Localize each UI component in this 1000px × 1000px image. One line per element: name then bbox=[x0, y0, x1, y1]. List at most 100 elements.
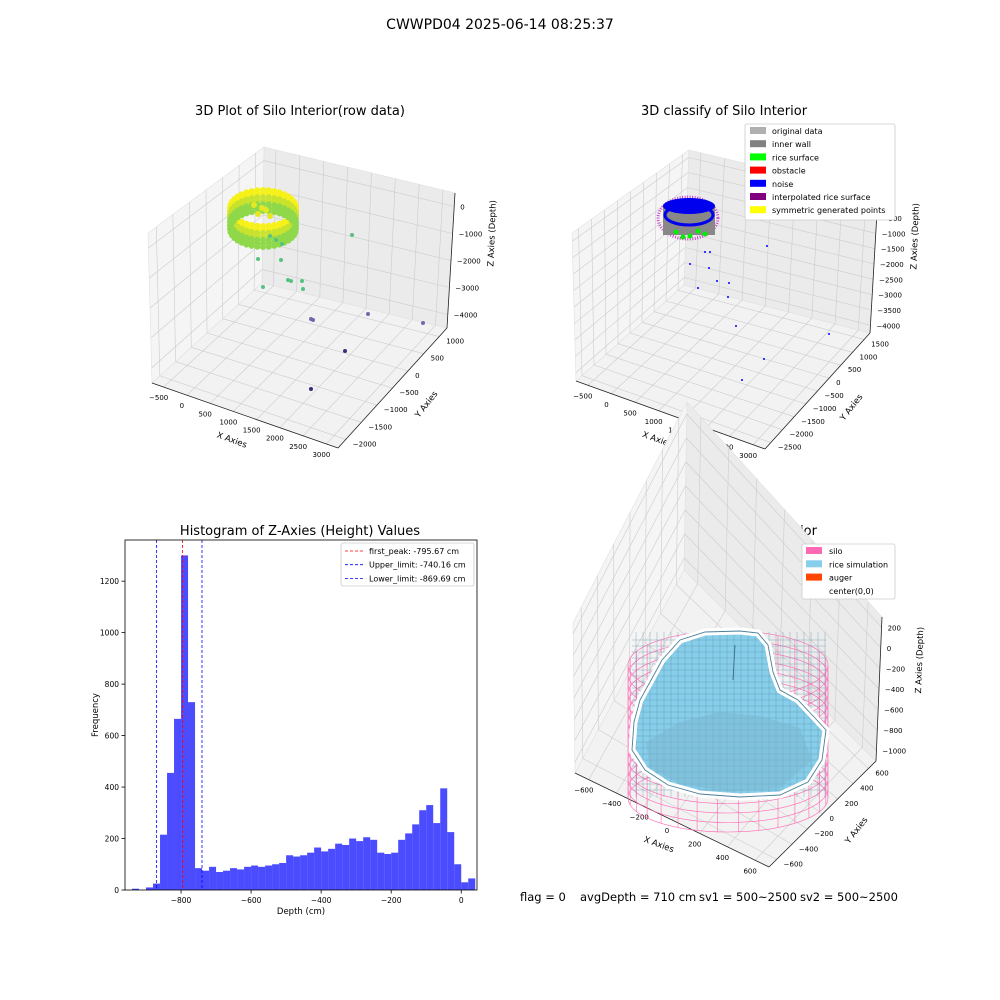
simulation-y-tick-label: 0 bbox=[830, 815, 834, 823]
classify-z-tick-label: −2500 bbox=[879, 276, 903, 284]
raw-y-tick-label: −1500 bbox=[368, 423, 392, 431]
histogram-bar bbox=[349, 838, 357, 890]
classify-rice-surface-point bbox=[702, 231, 708, 237]
raw-x-tick-label: 2000 bbox=[266, 435, 284, 443]
raw-x-tick-label: 3000 bbox=[312, 451, 330, 459]
raw-y-axis-line bbox=[337, 327, 448, 449]
simulation-legend-label: center(0,0) bbox=[829, 587, 874, 596]
histogram-bar bbox=[300, 855, 308, 890]
classify-gridline bbox=[629, 332, 818, 392]
raw-data-point bbox=[267, 213, 273, 219]
histogram-title: Histogram of Z-Axies (Height) Values bbox=[179, 524, 421, 539]
classify-gridline bbox=[575, 277, 685, 374]
classify-x-tick-label: 500 bbox=[623, 409, 636, 417]
classify-gridline bbox=[653, 311, 841, 366]
classify-plot-title: 3D classify of Silo Interior bbox=[640, 104, 808, 119]
simulation-rice-outline bbox=[631, 630, 827, 798]
histogram-bar bbox=[237, 869, 245, 890]
classify-noise-ring bbox=[663, 203, 715, 227]
classify-y-tick-label: 500 bbox=[848, 366, 861, 374]
simulation-gridline bbox=[684, 557, 877, 751]
raw-plot-title: 3D Plot of Silo Interior(row data) bbox=[195, 104, 405, 119]
histogram-x-tick-label: −400 bbox=[311, 896, 332, 905]
simulation-x-tick-label: 200 bbox=[688, 840, 701, 848]
simulation-x-tick-label: −200 bbox=[630, 814, 649, 822]
classify-noise-point bbox=[763, 358, 765, 360]
classify-z-tick-label: −4000 bbox=[876, 322, 900, 330]
classify-legend: original data inner wall rice surface obsta… bbox=[744, 123, 896, 221]
simulation-legend: silo rice simulation auger center(0,0) bbox=[801, 543, 896, 600]
classify-gridline bbox=[685, 247, 873, 295]
classify-3d-plot: −500050010001500200025003000−2500−2000−1… bbox=[571, 123, 922, 460]
classify-gridline bbox=[684, 262, 872, 311]
raw-x-tick-label: 1500 bbox=[243, 427, 261, 435]
simulation-y-axis-label: Y Axies bbox=[843, 815, 871, 847]
raw-data-point bbox=[243, 241, 250, 248]
raw-data-point bbox=[248, 209, 255, 216]
classify-rice-surface-point bbox=[673, 229, 679, 235]
histogram-y-axis-label: Frequency bbox=[91, 693, 101, 737]
classify-noise-point bbox=[741, 379, 743, 381]
histogram-bar bbox=[461, 882, 469, 890]
simulation-x-axis-line bbox=[574, 772, 770, 868]
histogram-bar bbox=[286, 855, 294, 890]
histogram-bar bbox=[426, 805, 434, 890]
classify-legend-label: interpolated rice surface bbox=[772, 193, 870, 202]
classify-y-tick-label: −2500 bbox=[778, 444, 802, 452]
simulation-z-tick-label: 0 bbox=[887, 645, 891, 653]
raw-data-point bbox=[274, 238, 278, 242]
classify-x-tick-label: 1000 bbox=[645, 418, 663, 426]
histogram-bar bbox=[132, 888, 139, 890]
simulation-gridline bbox=[573, 485, 686, 699]
raw-gridline bbox=[238, 304, 424, 355]
simulation-z-axis-line bbox=[875, 616, 883, 762]
classify-noise-point bbox=[735, 325, 737, 327]
classify-z-tick-label: −3000 bbox=[878, 292, 902, 300]
simulation-y-axis-line bbox=[768, 760, 877, 868]
histogram-bar bbox=[468, 878, 476, 890]
raw-gridline bbox=[151, 269, 263, 369]
histogram-y-tick-label: 400 bbox=[105, 783, 120, 792]
classify-y-tick-label: 0 bbox=[836, 379, 840, 387]
histogram-bar bbox=[188, 702, 196, 890]
classify-legend-label: noise bbox=[772, 180, 793, 189]
classify-gridline bbox=[572, 172, 689, 258]
classify-y-tick-label: −500 bbox=[825, 392, 844, 400]
raw-data-point bbox=[276, 210, 283, 217]
histogram-bar bbox=[419, 810, 427, 890]
raw-data-point bbox=[301, 287, 305, 291]
histogram-y-tick-label: 1200 bbox=[100, 577, 119, 586]
histogram-bar bbox=[160, 834, 168, 890]
simulation-z-tick-label: 200 bbox=[888, 624, 901, 632]
raw-z-tick-label: 0 bbox=[460, 204, 464, 212]
histogram-legend-label: first_peak: -795.67 cm bbox=[369, 547, 459, 556]
simulation-legend-swatch bbox=[806, 573, 822, 581]
classify-gridline bbox=[617, 343, 806, 405]
classify-x-axis-line bbox=[575, 380, 766, 450]
classify-legend-label: inner wall bbox=[772, 140, 811, 149]
histogram-y-tick-label: 800 bbox=[105, 680, 120, 689]
raw-z-tick-label: −2000 bbox=[457, 258, 481, 266]
classify-y-tick-label: −2000 bbox=[790, 431, 814, 439]
raw-data-point bbox=[350, 233, 354, 237]
simulation-rice-shade bbox=[646, 712, 812, 792]
raw-data-point bbox=[271, 242, 278, 249]
raw-z-tick-label: −4000 bbox=[454, 312, 478, 320]
histogram-bar bbox=[454, 864, 462, 890]
histogram-bar bbox=[272, 864, 280, 890]
raw-data-point bbox=[271, 209, 278, 216]
sv2-readout: sv2 = 500~2500 bbox=[800, 890, 898, 904]
raw-gridline bbox=[150, 241, 263, 339]
classify-gridline bbox=[574, 247, 686, 341]
raw-y-tick-label: −2000 bbox=[353, 440, 377, 448]
classify-rice-surface-point bbox=[680, 234, 686, 240]
histogram-legend: first_peak: -795.67 cm Upper_limit: -740.… bbox=[340, 542, 475, 587]
histogram-bar bbox=[398, 839, 406, 890]
simulation-y-tick-label: 200 bbox=[845, 800, 858, 808]
histogram-bar bbox=[391, 852, 399, 890]
raw-data-point bbox=[309, 387, 313, 391]
classify-noise-point bbox=[708, 267, 710, 269]
classify-legend-swatch bbox=[750, 127, 766, 134]
raw-data-point bbox=[263, 207, 269, 213]
simulation-gridline bbox=[686, 437, 881, 649]
